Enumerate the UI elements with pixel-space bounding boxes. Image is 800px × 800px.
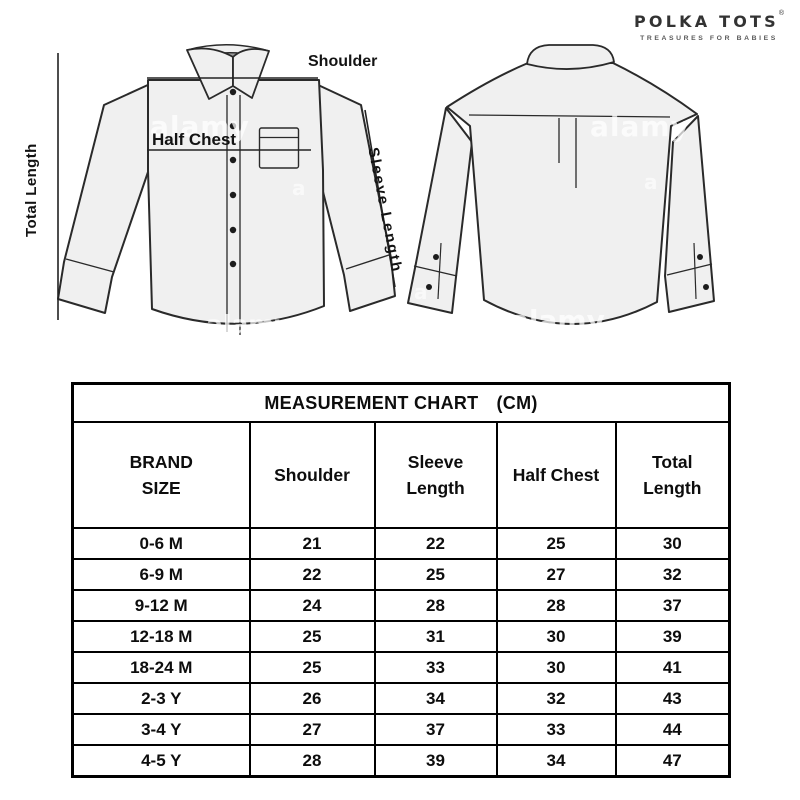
column-header-brand-size: BRAND SIZE — [71, 421, 251, 529]
value-cell: 47 — [614, 744, 731, 778]
table-row: 6-9 M 22 25 27 32 — [71, 558, 731, 591]
front-body — [147, 79, 325, 325]
value-cell: 22 — [248, 558, 376, 591]
size-cell: 4-5 Y — [71, 744, 251, 778]
back-collar-band — [526, 44, 615, 70]
value-cell: 41 — [614, 651, 731, 684]
front-left-sleeve — [57, 83, 151, 314]
front-right-cuff-line — [345, 254, 390, 270]
size-cell: 18-24 M — [71, 651, 251, 684]
column-header-shoulder: Shoulder — [248, 421, 376, 529]
value-cell: 27 — [495, 558, 617, 591]
sleeve-length-line — [364, 109, 396, 288]
front-shirt-drawing — [57, 44, 396, 335]
front-buttons — [229, 88, 237, 268]
measurement-lines — [57, 53, 396, 320]
value-cell: 32 — [614, 558, 731, 591]
value-cell: 33 — [373, 651, 498, 684]
brand-logo: POLKA TOTS® TREASURES FOR BABIES — [634, 10, 784, 42]
value-cell: 24 — [248, 589, 376, 622]
value-cell: 25 — [248, 620, 376, 653]
half-chest-label: Half Chest — [152, 130, 237, 149]
back-left-cuff-slit — [437, 242, 442, 300]
back-yoke-line — [468, 114, 671, 118]
value-cell: 27 — [248, 713, 376, 746]
brand-name: POLKA TOTS — [634, 12, 779, 31]
value-cell: 31 — [373, 620, 498, 653]
back-cuff-buttons — [426, 254, 709, 290]
back-right-sleeve — [664, 115, 715, 313]
value-cell: 28 — [373, 589, 498, 622]
brand-name-row: POLKA TOTS® — [634, 10, 784, 32]
back-left-cuff-line — [413, 265, 458, 277]
value-cell: 44 — [614, 713, 731, 746]
shoulder-label: Shoulder — [308, 53, 378, 70]
value-cell: 25 — [373, 558, 498, 591]
column-header-total-length: Total Length — [614, 421, 731, 529]
table-row: 3-4 Y 27 37 33 44 — [71, 713, 731, 746]
value-cell: 32 — [495, 682, 617, 715]
table-unit: (CM) — [496, 392, 538, 413]
value-cell: 25 — [248, 651, 376, 684]
back-shirt-drawing — [407, 44, 715, 325]
garment-diagram — [57, 44, 715, 335]
measurement-table: MEASUREMENT CHART (CM) BRAND SIZE Shoulder… — [71, 382, 732, 778]
registered-mark: ® — [778, 10, 784, 17]
brand-tagline: TREASURES FOR BABIES — [640, 35, 778, 42]
value-cell: 33 — [495, 713, 617, 746]
value-cell: 30 — [495, 651, 617, 684]
size-cell: 2-3 Y — [71, 682, 251, 715]
table-row: 9-12 M 24 28 28 37 — [71, 589, 731, 622]
value-cell: 26 — [248, 682, 376, 715]
value-cell: 39 — [614, 620, 731, 653]
value-cell: 30 — [495, 620, 617, 653]
value-cell: 30 — [614, 527, 731, 560]
table-header-row: BRAND SIZE Shoulder Sleeve Length Half Che… — [71, 421, 731, 529]
value-cell: 43 — [614, 682, 731, 715]
column-header-sleeve-length: Sleeve Length — [373, 421, 498, 529]
value-cell: 37 — [614, 589, 731, 622]
back-left-sleeve — [407, 107, 473, 314]
table-row: 0-6 M 21 22 25 30 — [71, 527, 731, 560]
back-right-cuff-slit — [693, 242, 697, 300]
value-cell: 34 — [373, 682, 498, 715]
value-cell: 25 — [495, 527, 617, 560]
back-body — [446, 62, 698, 325]
collar-right-flap — [232, 48, 270, 99]
back-right-cuff-line — [666, 263, 713, 276]
value-cell: 28 — [248, 744, 376, 778]
value-cell: 37 — [373, 713, 498, 746]
table-title-cell: MEASUREMENT CHART (CM) — [71, 382, 731, 423]
table-row: 12-18 M 25 31 30 39 — [71, 620, 731, 653]
table-row: 2-3 Y 26 34 32 43 — [71, 682, 731, 715]
value-cell: 21 — [248, 527, 376, 560]
chest-pocket — [258, 127, 300, 169]
front-left-cuff-line — [65, 258, 115, 273]
table-row: 18-24 M 25 33 30 41 — [71, 651, 731, 684]
table-title: MEASUREMENT CHART — [264, 392, 479, 413]
total-length-label: Total Length — [23, 143, 40, 237]
size-cell: 12-18 M — [71, 620, 251, 653]
size-cell: 9-12 M — [71, 589, 251, 622]
value-cell: 28 — [495, 589, 617, 622]
table-row: 4-5 Y 28 39 34 47 — [71, 744, 731, 778]
size-cell: 6-9 M — [71, 558, 251, 591]
column-header-half-chest: Half Chest — [495, 421, 617, 529]
table-title-row: MEASUREMENT CHART (CM) — [71, 382, 731, 423]
size-cell: 0-6 M — [71, 527, 251, 560]
size-cell: 3-4 Y — [71, 713, 251, 746]
value-cell: 39 — [373, 744, 498, 778]
value-cell: 22 — [373, 527, 498, 560]
value-cell: 34 — [495, 744, 617, 778]
